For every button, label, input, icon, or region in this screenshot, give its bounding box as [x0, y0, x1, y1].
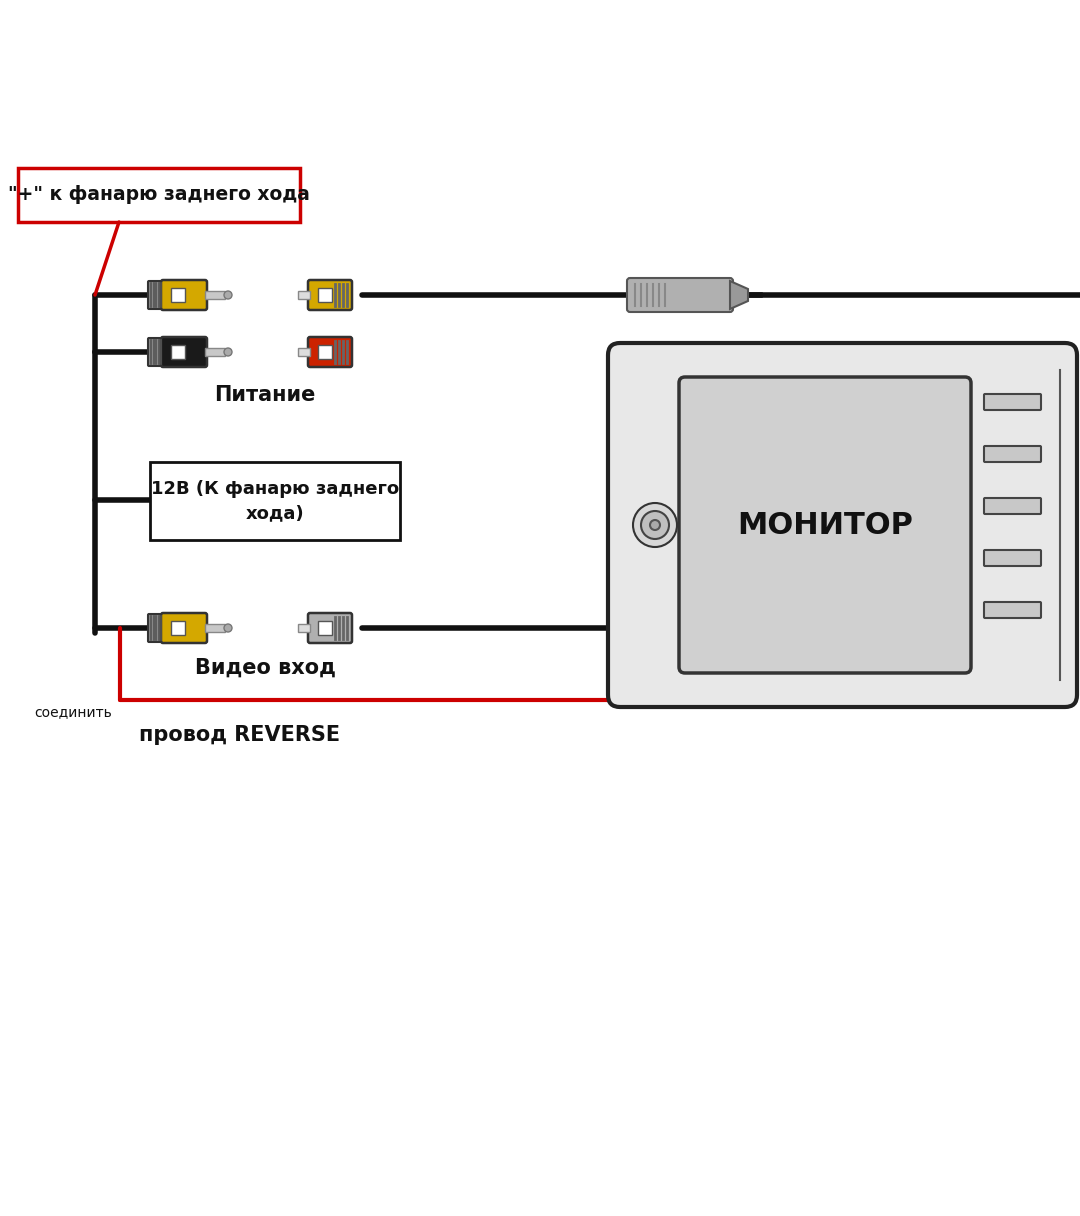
- Text: Видео вход: Видео вход: [194, 658, 336, 679]
- FancyBboxPatch shape: [608, 343, 1077, 706]
- Bar: [298, 291, 310, 299]
- Circle shape: [650, 520, 660, 530]
- Polygon shape: [730, 281, 748, 309]
- FancyBboxPatch shape: [627, 278, 733, 313]
- FancyBboxPatch shape: [148, 614, 164, 642]
- Text: 12В (К фанарю заднего
хода): 12В (К фанарю заднего хода): [151, 479, 400, 523]
- Bar: [171, 621, 185, 635]
- Circle shape: [224, 348, 232, 356]
- FancyBboxPatch shape: [308, 613, 352, 643]
- FancyBboxPatch shape: [161, 337, 207, 367]
- Text: МОНИТОР: МОНИТОР: [737, 511, 913, 540]
- Text: Питание: Питание: [214, 385, 315, 405]
- Bar: [171, 345, 185, 359]
- Circle shape: [633, 503, 677, 547]
- Circle shape: [224, 291, 232, 299]
- FancyBboxPatch shape: [148, 281, 164, 309]
- FancyBboxPatch shape: [984, 446, 1041, 462]
- FancyBboxPatch shape: [308, 337, 352, 367]
- Bar: [205, 291, 225, 299]
- Text: провод REVERSE: провод REVERSE: [139, 725, 340, 745]
- Bar: [318, 621, 332, 635]
- Circle shape: [642, 511, 669, 539]
- Text: "+" к фанарю заднего хода: "+" к фанарю заднего хода: [8, 186, 310, 204]
- Bar: [171, 288, 185, 302]
- FancyBboxPatch shape: [984, 499, 1041, 514]
- Bar: [298, 348, 310, 356]
- Bar: [205, 624, 225, 632]
- FancyBboxPatch shape: [984, 550, 1041, 565]
- FancyBboxPatch shape: [161, 280, 207, 310]
- FancyBboxPatch shape: [308, 280, 352, 310]
- FancyBboxPatch shape: [984, 394, 1041, 410]
- Bar: [298, 624, 310, 632]
- FancyBboxPatch shape: [18, 168, 300, 223]
- Text: соединить: соединить: [35, 705, 112, 719]
- FancyBboxPatch shape: [150, 462, 400, 540]
- Bar: [318, 288, 332, 302]
- FancyBboxPatch shape: [679, 377, 971, 672]
- FancyBboxPatch shape: [148, 338, 164, 366]
- FancyBboxPatch shape: [161, 613, 207, 643]
- Bar: [205, 348, 225, 356]
- Circle shape: [224, 624, 232, 632]
- FancyBboxPatch shape: [984, 602, 1041, 618]
- Bar: [318, 345, 332, 359]
